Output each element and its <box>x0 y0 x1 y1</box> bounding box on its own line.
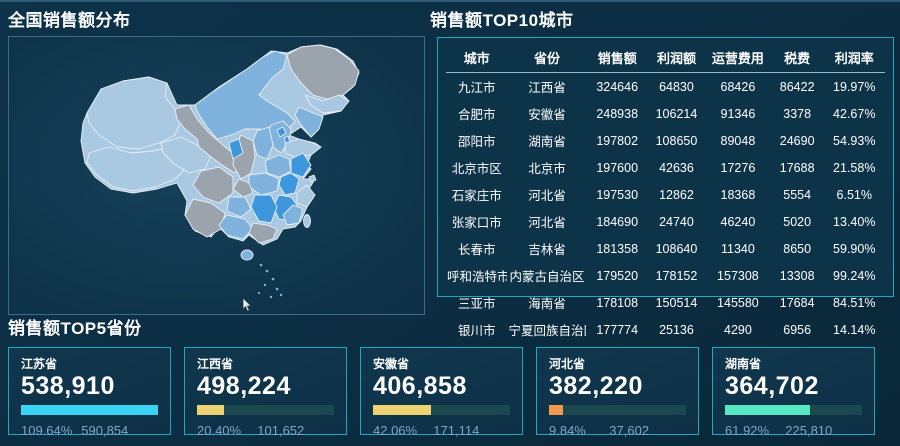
cards-panel-title: 销售额TOP5省份 <box>8 319 142 338</box>
province-shanghai[interactable] <box>308 174 317 183</box>
province-chongqing[interactable] <box>232 178 254 198</box>
progress-track <box>373 404 510 415</box>
card-amount: 101,652 <box>257 422 305 438</box>
table-row[interactable]: 北京市区 北京市 197600 42636 17276 17688 21.58% <box>451 160 876 177</box>
top10-cities-table: 城市 省份 销售额 利润额 运营费用 税费 利润率 九江市 江西省 324646 64… <box>446 42 885 343</box>
top10-cities-panel: 城市 省份 销售额 利润额 运营费用 税费 利润率 九江市 江西省 324646 64… <box>437 37 894 338</box>
province-card-jiangxi[interactable]: 江西省 498,224 20.40% 101,652 <box>184 347 347 438</box>
province-hunan[interactable] <box>250 194 278 224</box>
card-amount: 37,602 <box>609 422 650 438</box>
card-sales-value: 364,702 <box>725 372 819 400</box>
table-row[interactable]: 石家庄市 河北省 197530 12862 18368 5554 6.51% <box>451 187 872 204</box>
card-percent: 20.40% <box>197 422 242 438</box>
card-province-label: 安徽省 <box>373 357 410 371</box>
card-amount: 171,114 <box>433 422 480 438</box>
province-gansu[interactable] <box>174 104 244 174</box>
card-percent: 61.92% <box>725 422 770 438</box>
card-province-label: 江苏省 <box>21 357 58 371</box>
card-province-label: 湖南省 <box>725 357 762 371</box>
province-liaoning[interactable] <box>294 106 324 138</box>
table-header-row: 城市 省份 销售额 利润额 运营费用 税费 利润率 <box>446 42 885 73</box>
map-panel-title: 全国销售额分布 <box>8 11 131 30</box>
card-province-label: 江西省 <box>197 357 234 371</box>
card-percent: 9.84% <box>549 422 586 438</box>
province-sichuan[interactable] <box>192 166 234 204</box>
map-section: 全国销售额分布 <box>8 6 425 315</box>
card-sales-value: 538,910 <box>21 372 115 400</box>
province-fujian[interactable] <box>282 204 304 226</box>
progress-track <box>549 404 686 415</box>
table-row[interactable]: 银川市宁夏回族自治区177774251364290695614.14% <box>457 322 876 339</box>
progress-track <box>725 404 862 415</box>
province-cards-row: 江苏省 538,910 109.64% 590,854 江西省 498,224 … <box>8 347 892 438</box>
column-header: 税费 <box>770 42 824 73</box>
table-row[interactable]: 长春市 吉林省 181358 108640 11340 8650 59.90% <box>457 241 876 258</box>
province-taiwan[interactable] <box>303 214 311 228</box>
china-choropleth-map[interactable] <box>9 37 424 314</box>
province-inner-mongolia[interactable] <box>194 50 296 140</box>
province-shandong[interactable] <box>284 138 322 158</box>
column-header: 省份 <box>507 42 587 73</box>
south-china-sea-islands <box>257 263 283 299</box>
province-anhui[interactable] <box>278 172 300 196</box>
province-heilongjiang[interactable] <box>286 44 360 100</box>
table-row[interactable]: 呼和浩特市 内蒙古自治区 179520 178152 157308 13308 99.24% <box>447 268 876 285</box>
card-amount: 225,810 <box>785 422 833 438</box>
province-ningxia[interactable] <box>228 138 244 160</box>
column-header: 运营费用 <box>704 42 771 73</box>
table-panel-title: 销售额TOP10城市 <box>430 11 574 30</box>
mouse-cursor-icon <box>242 298 252 312</box>
province-card-jiangsu[interactable]: 江苏省 538,910 109.64% 590,854 <box>8 347 171 438</box>
province-guangxi[interactable] <box>218 214 254 240</box>
card-province-label: 河北省 <box>549 357 586 371</box>
progress-fill <box>549 404 563 415</box>
province-zhejiang[interactable] <box>296 184 316 208</box>
province-yunnan[interactable] <box>184 198 226 238</box>
card-percent: 42.06% <box>373 422 418 438</box>
progress-fill <box>197 404 225 415</box>
province-guangdong[interactable] <box>248 222 278 244</box>
province-jilin[interactable] <box>304 94 350 114</box>
table-row[interactable]: 九江市 江西省 324646 64830 68426 86422 19.97% <box>457 79 876 96</box>
cards-section: 销售额TOP5省份 江苏省 538,910 109.64% 590,854 江西… <box>8 314 892 438</box>
province-jiangsu[interactable] <box>290 152 312 178</box>
column-header: 城市 <box>446 42 508 73</box>
progress-track <box>197 404 334 415</box>
china-map-panel <box>8 36 425 315</box>
card-amount: 590,854 <box>81 422 129 438</box>
province-card-hunan[interactable]: 湖南省 364,702 61.92% 225,810 <box>712 347 875 438</box>
card-sales-value: 498,224 <box>197 372 291 400</box>
table-row[interactable]: 三亚市 海南省 178108 150514 145580 17684 84.51% <box>457 295 876 312</box>
province-qinghai[interactable] <box>160 136 212 174</box>
progress-fill <box>21 404 158 415</box>
province-beijing[interactable] <box>276 126 287 138</box>
card-sales-value: 382,220 <box>549 372 643 400</box>
card-sales-value: 406,858 <box>373 372 467 400</box>
progress-fill <box>725 404 810 415</box>
province-card-anhui[interactable]: 安徽省 406,858 42.06% 171,114 <box>360 347 523 438</box>
table-row[interactable]: 张家口市 河北省 184690 24740 46240 5020 13.40% <box>451 214 876 231</box>
province-card-hebei[interactable]: 河北省 382,220 9.84% 37,602 <box>536 347 699 438</box>
province-tibet[interactable] <box>86 146 186 192</box>
table-section: 销售额TOP10城市 城市 省份 销售额 利润额 运营费用 税费 利润率 <box>430 6 894 338</box>
column-header: 利润率 <box>823 42 885 73</box>
province-hainan[interactable] <box>240 249 254 261</box>
column-header: 销售额 <box>586 42 648 73</box>
table-row[interactable]: 合肥市 安徽省 248938 106214 91346 3378 42.67% <box>457 106 876 123</box>
card-percent: 109.64% <box>21 422 73 438</box>
column-header: 利润额 <box>647 42 705 73</box>
province-guizhou[interactable] <box>226 196 252 218</box>
progress-fill <box>373 404 431 415</box>
progress-track <box>21 404 158 415</box>
table-row[interactable]: 邵阳市 湖南省 197802 108650 89048 24690 54.93% <box>457 133 876 150</box>
